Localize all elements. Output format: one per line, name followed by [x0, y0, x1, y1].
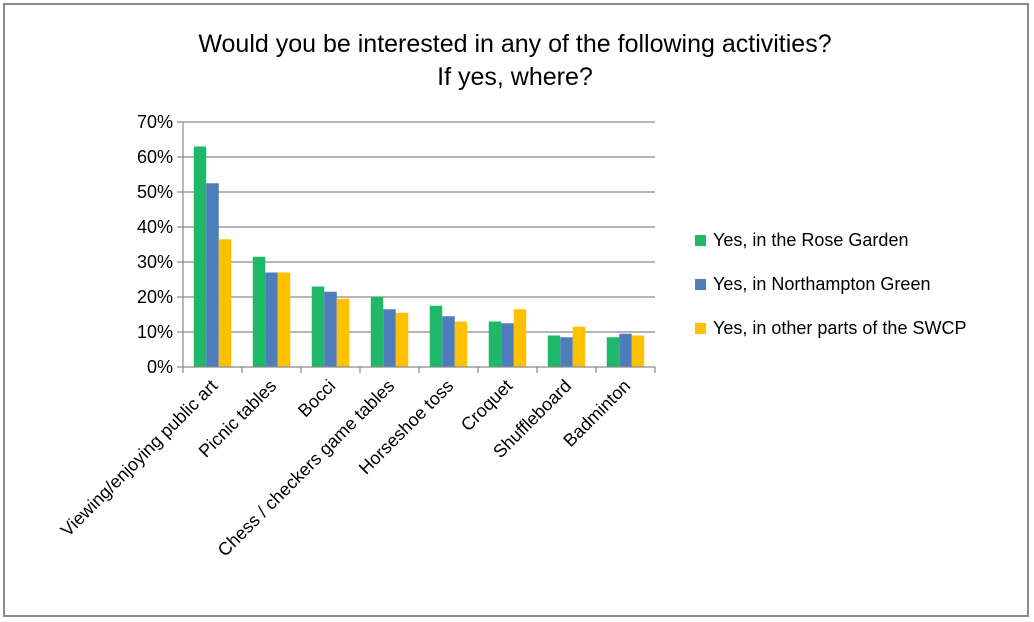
bar-chart: Would you be interested in any of the fo…: [57, 30, 967, 561]
bar: [252, 256, 266, 367]
y-tick-label: 60%: [137, 147, 173, 167]
legend: Yes, in the Rose Garden Yes, in Northampt…: [695, 230, 966, 338]
bar: [277, 272, 291, 367]
bar: [311, 286, 325, 367]
legend-swatch: [695, 323, 706, 334]
y-tick-label: 0%: [147, 357, 173, 377]
bar: [395, 312, 409, 367]
legend-label: Yes, in other parts of the SWCP: [713, 318, 966, 338]
bar: [619, 333, 632, 367]
axes: [182, 122, 656, 373]
legend-swatch: [695, 279, 706, 290]
bar: [383, 309, 396, 367]
y-tick-label: 10%: [137, 322, 173, 342]
y-tick-label: 40%: [137, 217, 173, 237]
y-tick-label: 30%: [137, 252, 173, 272]
chart-frame: Would you be interested in any of the fo…: [3, 3, 1029, 617]
bar: [442, 316, 455, 367]
chart-subtitle: If yes, where?: [437, 63, 593, 91]
bar: [429, 305, 443, 367]
bar: [501, 323, 514, 367]
bar: [547, 335, 561, 367]
bar: [370, 297, 384, 367]
bar: [454, 321, 468, 367]
bar: [206, 183, 219, 367]
bar: [218, 239, 232, 367]
bar: [265, 272, 278, 367]
x-category-label: Viewing/enjoying public art: [57, 376, 222, 541]
x-category-label: Bocci: [294, 376, 339, 421]
bar: [336, 298, 350, 367]
y-tick-label: 70%: [137, 112, 173, 132]
bar: [324, 291, 337, 367]
bar: [513, 309, 527, 367]
bar: [631, 335, 645, 367]
bar: [193, 146, 207, 367]
x-category-label: Croquet: [457, 376, 516, 435]
legend-label: Yes, in the Rose Garden: [713, 230, 908, 250]
bars: [193, 146, 645, 367]
bar: [560, 337, 573, 367]
bar: [606, 337, 620, 367]
legend-label: Yes, in Northampton Green: [713, 274, 930, 294]
chart-title: Would you be interested in any of the fo…: [198, 30, 831, 58]
bar: [488, 321, 502, 367]
y-tick-label: 50%: [137, 182, 173, 202]
bar: [572, 326, 586, 367]
y-axis-ticks: 0% 10% 20% 30% 40% 50% 60% 70%: [137, 112, 183, 377]
y-tick-label: 20%: [137, 287, 173, 307]
legend-swatch: [695, 235, 706, 246]
